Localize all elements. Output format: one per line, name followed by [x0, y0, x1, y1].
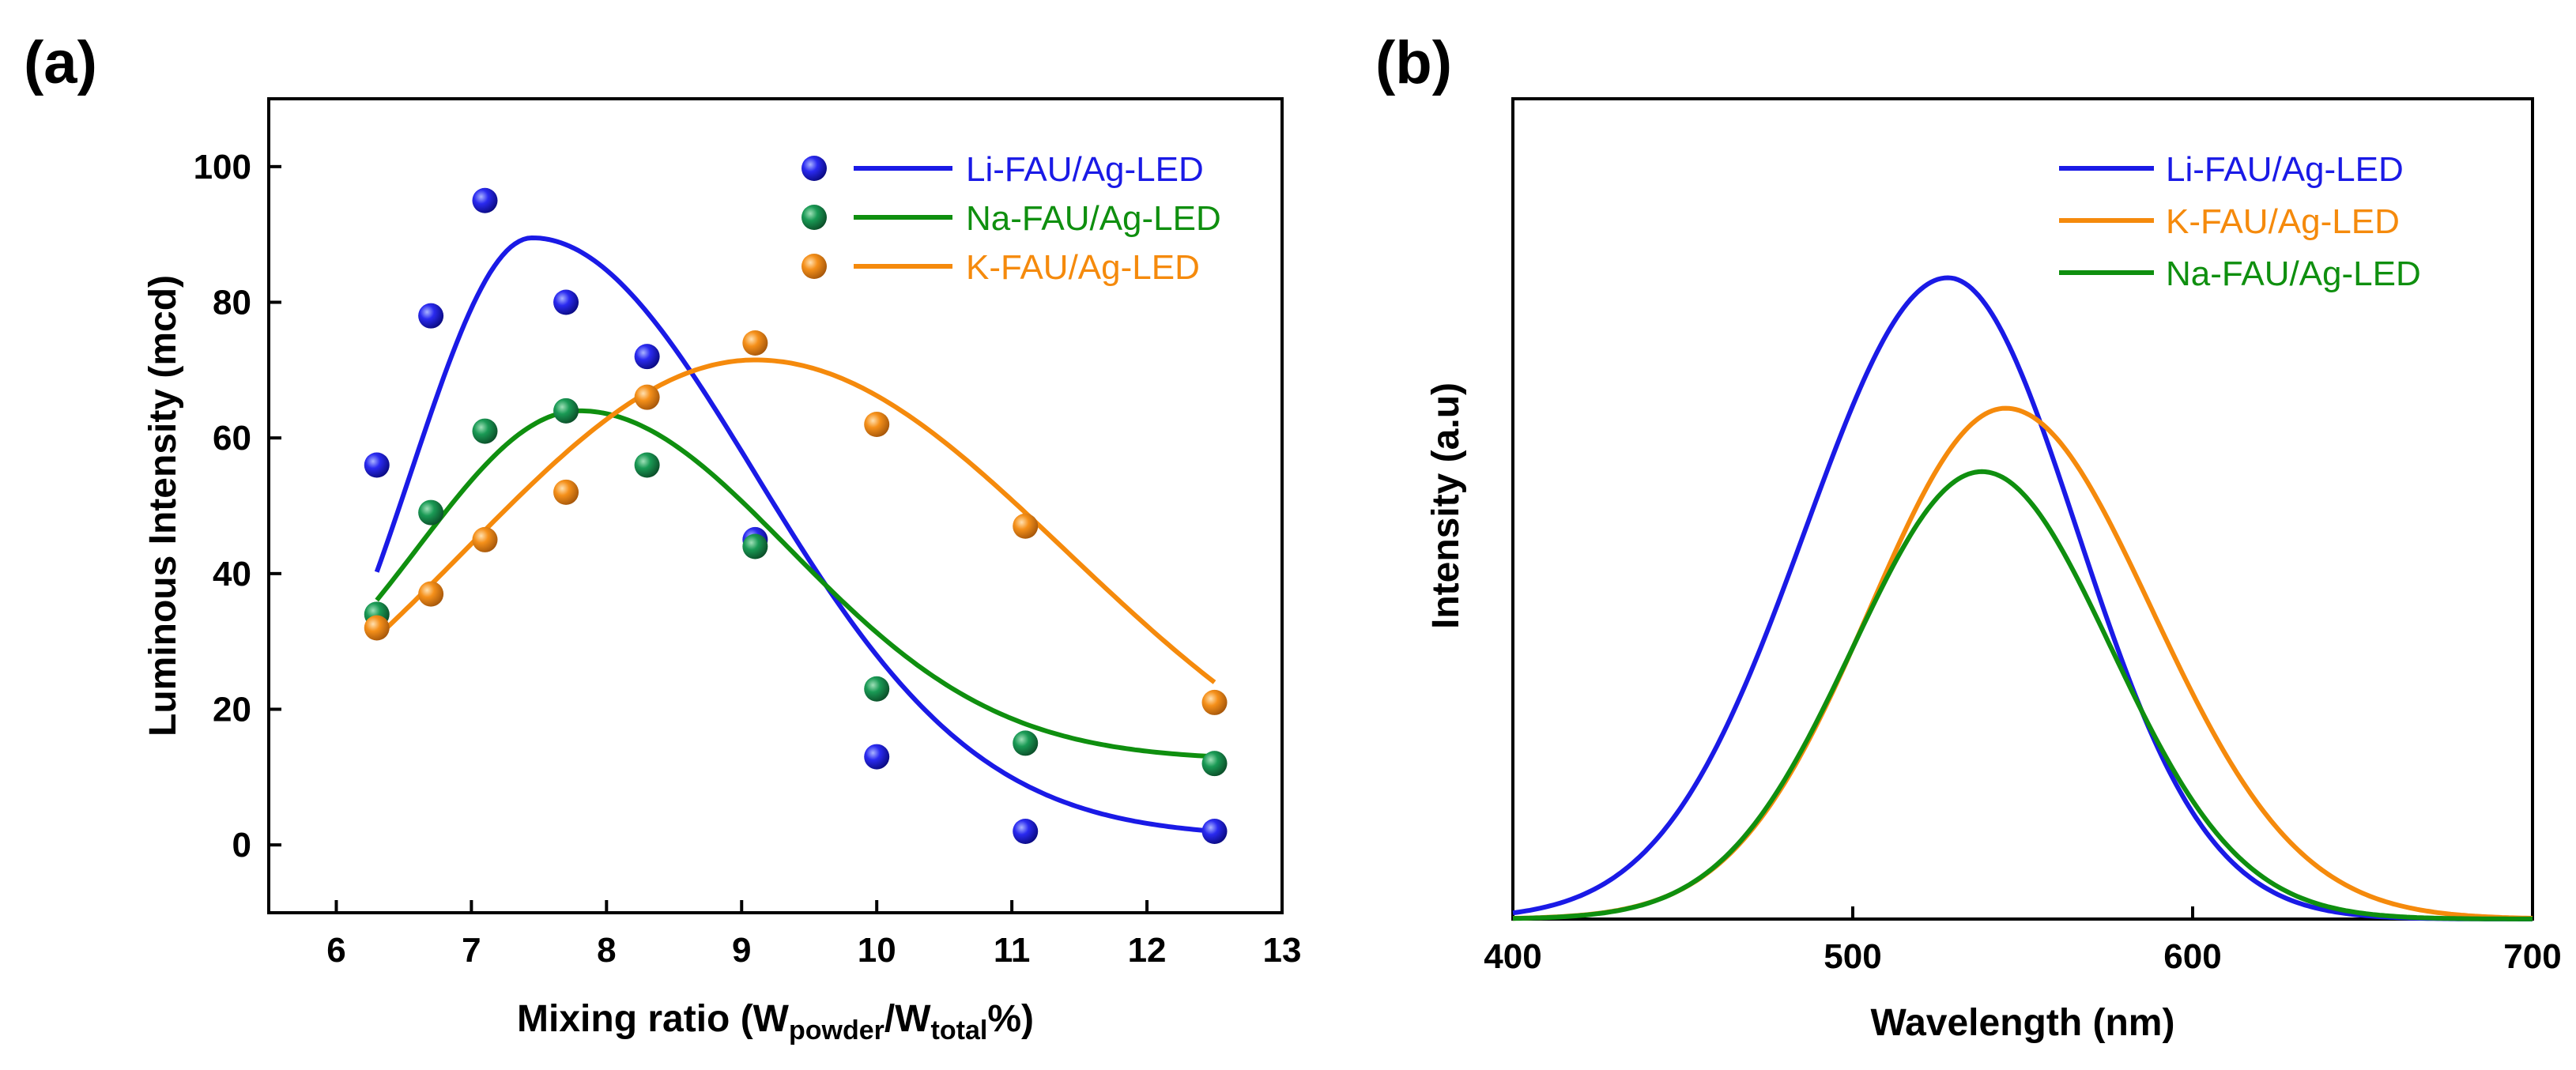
panel-b-label: (b) — [1375, 29, 1452, 96]
spectrum-line-k-fau/ag-led — [1512, 405, 2533, 921]
legend-label-b: Na-FAU/Ag-LED — [2166, 254, 2421, 293]
x-tick-label-a: 11 — [994, 931, 1031, 970]
data-point-li-fau/ag-led — [418, 303, 444, 329]
x-axis-title-b: Wavelength (nm) — [1871, 1002, 2175, 1044]
data-points-a — [364, 187, 1228, 844]
data-point-k-fau/ag-led — [742, 330, 768, 356]
plot-frame-a — [267, 97, 1284, 914]
x-axis-title-a: Mixing ratio (Wpowder/Wtotal%) — [517, 998, 1034, 1046]
x-tick-label-a: 6 — [326, 931, 345, 970]
data-point-k-fau/ag-led — [1013, 513, 1039, 539]
y-tick-label-a: 100 — [194, 148, 251, 186]
data-point-k-fau/ag-led — [1201, 689, 1228, 715]
data-point-na-fau/ag-led — [634, 452, 660, 478]
data-point-li-fau/ag-led — [364, 452, 390, 478]
y-axis-title-a: Luminous Intensity (mcd) — [142, 275, 184, 737]
x-tick-label-a: 7 — [462, 931, 481, 970]
y-tick-label-a: 20 — [213, 691, 251, 729]
y-tick-label-a: 60 — [213, 419, 251, 458]
data-point-li-fau/ag-led — [1201, 819, 1228, 844]
data-point-li-fau/ag-led — [634, 344, 660, 370]
x-tick-label-b: 600 — [2163, 937, 2221, 976]
data-point-na-fau/ag-led — [472, 418, 498, 444]
x-tick-label-a: 10 — [858, 931, 896, 970]
x-tick-label-a: 9 — [732, 931, 751, 970]
x-tick-label-a: 13 — [1263, 931, 1302, 970]
data-point-li-fau/ag-led — [472, 187, 498, 213]
legend-marker-a — [801, 254, 827, 279]
y-tick-label-a: 0 — [232, 826, 251, 865]
data-point-k-fau/ag-led — [472, 526, 498, 552]
y-axis-title-b: Intensity (a.u) — [1425, 382, 1467, 629]
data-point-li-fau/ag-led — [864, 744, 890, 770]
legend-marker-a — [801, 156, 827, 181]
data-point-li-fau/ag-led — [553, 289, 579, 315]
data-point-k-fau/ag-led — [634, 384, 660, 410]
data-point-na-fau/ag-led — [1201, 751, 1228, 777]
data-point-na-fau/ag-led — [418, 499, 444, 526]
legend-label-b: Li-FAU/Ag-LED — [2166, 150, 2404, 189]
data-point-na-fau/ag-led — [553, 397, 579, 424]
x-tick-label-a: 8 — [597, 931, 616, 970]
x-tick-label-b: 400 — [1484, 937, 1541, 976]
data-point-na-fau/ag-led — [864, 676, 890, 702]
axis-ticks-a: 6 7 8 9 10 11 12 13 0 20 40 60 80 100 — [194, 148, 1302, 970]
legend-a: Li-FAU/Ag-LED Na-FAU/Ag-LED K-FAU/Ag-LED — [801, 150, 1221, 287]
fit-curve-k-fau/ag-led — [375, 357, 1216, 684]
y-tick-label-a: 80 — [213, 284, 251, 322]
chart-b: (b) 400 500 600 700 Intensity (a.u) Wavelen… — [1375, 29, 2562, 1044]
chart-a: (a) 6 7 8 9 10 11 12 13 0 20 40 60 80 100 Luminous In… — [24, 29, 1301, 1046]
spectrum-line-na-fau/ag-led — [1512, 469, 2533, 921]
x-tick-label-b: 700 — [2503, 937, 2561, 976]
y-tick-label-a: 40 — [213, 555, 251, 593]
panel-a-label: (a) — [24, 29, 97, 96]
legend-b: Li-FAU/Ag-LED K-FAU/Ag-LED Na-FAU/Ag-LED — [2059, 150, 2421, 293]
fit-curves-a — [374, 235, 1216, 834]
data-point-k-fau/ag-led — [864, 412, 890, 437]
legend-label-a: K-FAU/Ag-LED — [966, 248, 1200, 287]
spectrum-line-li-fau/ag-led — [1512, 275, 2533, 921]
spectra-b — [1512, 275, 2533, 921]
legend-label-a: Li-FAU/Ag-LED — [966, 150, 1204, 189]
plot-frame-b — [1511, 97, 2534, 921]
data-point-k-fau/ag-led — [418, 581, 444, 607]
fit-curve-na-fau/ag-led — [375, 408, 1215, 759]
axis-ticks-b: 400 500 600 700 — [1484, 906, 2562, 976]
data-point-k-fau/ag-led — [553, 479, 579, 505]
data-point-na-fau/ag-led — [742, 533, 768, 559]
x-tick-label-a: 12 — [1128, 931, 1167, 970]
legend-label-a: Na-FAU/Ag-LED — [966, 199, 1221, 238]
data-point-li-fau/ag-led — [1013, 819, 1039, 844]
fit-curve-li-fau/ag-led — [374, 235, 1215, 834]
legend-marker-a — [801, 205, 827, 230]
data-point-na-fau/ag-led — [1013, 730, 1039, 756]
legend-label-b: K-FAU/Ag-LED — [2166, 202, 2400, 241]
data-point-k-fau/ag-led — [364, 615, 390, 641]
x-tick-label-b: 500 — [1824, 937, 1881, 976]
